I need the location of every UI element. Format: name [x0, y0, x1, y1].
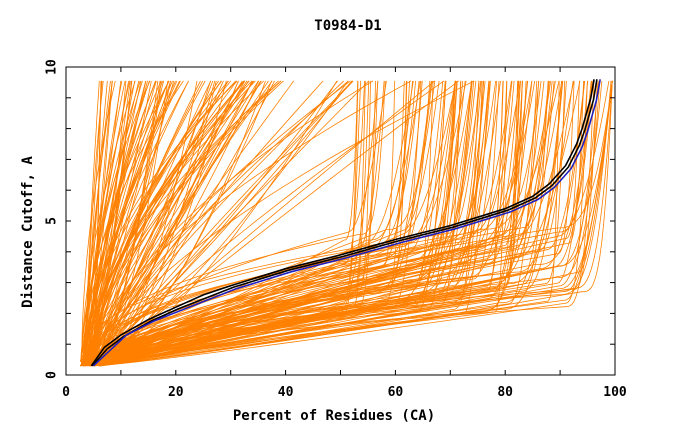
- background-model-curve: [82, 80, 324, 366]
- background-model-curve: [83, 80, 113, 366]
- background-model-curve: [81, 80, 481, 367]
- y-axis-label: Distance Cutoff, A: [20, 156, 36, 308]
- y-tick-label: 5: [45, 217, 60, 225]
- background-model-curve: [88, 80, 176, 363]
- y-tick-labels: 0 5 10: [45, 59, 60, 379]
- background-model-curve: [93, 80, 560, 367]
- background-model-curve: [89, 80, 585, 367]
- background-model-curve: [100, 80, 500, 367]
- background-model-curve: [90, 80, 133, 366]
- background-model-curves: [79, 80, 613, 367]
- background-model-curve: [88, 80, 556, 367]
- background-model-curve: [91, 80, 361, 367]
- background-model-curve: [93, 80, 564, 367]
- background-model-curve: [80, 80, 456, 367]
- y-tick-label: 0: [45, 371, 60, 379]
- background-model-curve: [103, 80, 255, 363]
- background-model-curve: [89, 80, 189, 366]
- background-model-curve: [83, 80, 132, 366]
- background-model-curve: [84, 80, 433, 367]
- background-model-curve: [100, 80, 533, 367]
- background-model-curve: [88, 80, 349, 363]
- background-model-curve: [100, 80, 593, 367]
- background-model-curve: [80, 80, 521, 367]
- background-model-curve: [85, 80, 126, 366]
- background-model-curve: [96, 80, 533, 367]
- background-model-curve: [93, 80, 440, 367]
- background-model-curve: [100, 80, 550, 367]
- background-model-curve: [88, 80, 365, 367]
- background-model-curve: [87, 80, 436, 367]
- background-model-curve: [98, 80, 248, 365]
- background-model-curve: [90, 80, 349, 363]
- background-model-curve: [92, 80, 148, 364]
- background-model-curve: [90, 80, 261, 363]
- highlighted-model-curves: [90, 79, 601, 367]
- background-model-curve: [80, 80, 466, 367]
- background-model-curve: [92, 80, 431, 367]
- background-model-curve: [86, 80, 104, 364]
- highlight-model-2: [91, 79, 598, 367]
- background-model-curve: [83, 80, 588, 367]
- axis-ticks: [65, 66, 616, 376]
- background-model-curve: [80, 80, 410, 367]
- background-model-curve: [83, 80, 613, 367]
- background-model-curve: [93, 80, 222, 366]
- background-model-curve: [97, 80, 612, 367]
- background-model-curve: [83, 80, 515, 367]
- background-model-curve: [83, 80, 580, 367]
- x-tick-label: 40: [278, 385, 294, 400]
- background-model-curve: [81, 80, 282, 364]
- background-model-curve: [84, 80, 467, 367]
- background-model-curve: [91, 80, 229, 364]
- background-model-curve: [82, 80, 103, 363]
- x-tick-label: 80: [497, 385, 513, 400]
- x-tick-label: 60: [388, 385, 404, 400]
- background-model-curve: [80, 80, 385, 367]
- background-model-curve: [94, 80, 169, 364]
- highlight-model-3: [92, 79, 601, 367]
- background-model-curve: [84, 80, 180, 364]
- x-tick-labels: 0 20 40 60 80 100: [62, 385, 627, 400]
- x-axis-label: Percent of Residues (CA): [233, 408, 435, 424]
- background-model-curve: [81, 80, 116, 364]
- y-tick-label: 10: [45, 59, 60, 75]
- background-model-curve: [83, 80, 147, 364]
- x-tick-label: 100: [603, 385, 627, 400]
- background-model-curve: [93, 80, 490, 367]
- background-model-curve: [80, 80, 480, 366]
- background-model-curve: [100, 80, 539, 367]
- background-model-curve: [89, 80, 282, 363]
- background-model-curve: [89, 80, 595, 367]
- background-model-curve: [80, 80, 387, 367]
- highlight-model-1: [90, 79, 595, 367]
- background-model-curve: [83, 80, 613, 367]
- background-model-curve: [81, 80, 136, 366]
- background-model-curve: [99, 80, 504, 367]
- background-model-curve: [84, 80, 238, 364]
- background-model-curve: [80, 80, 143, 362]
- chart-title: T0984-D1: [314, 18, 381, 34]
- background-model-curve: [91, 80, 473, 367]
- background-model-curve: [87, 80, 266, 363]
- background-model-curve: [100, 80, 475, 367]
- background-model-curve: [99, 80, 562, 367]
- background-model-curve: [86, 80, 412, 363]
- background-model-curve: [82, 80, 508, 367]
- x-tick-label: 20: [168, 385, 184, 400]
- background-model-curve: [81, 80, 584, 367]
- background-model-curve: [80, 80, 386, 366]
- background-model-curve: [101, 80, 279, 365]
- background-model-curve: [93, 80, 229, 362]
- background-model-curve: [94, 80, 512, 367]
- background-model-curve: [101, 80, 473, 367]
- x-tick-label: 0: [62, 385, 70, 400]
